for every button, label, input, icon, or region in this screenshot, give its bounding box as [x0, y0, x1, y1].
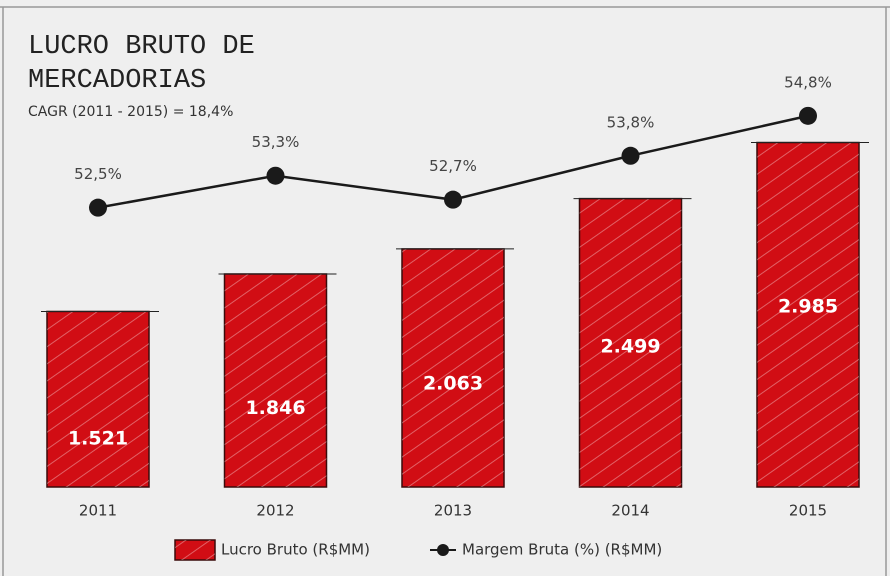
line-point: [799, 106, 817, 125]
data-label: 2.063: [423, 372, 483, 394]
data-label: 52,7%: [429, 157, 477, 175]
legend-hatch: [175, 540, 215, 560]
data-label: 52,5%: [74, 165, 122, 183]
line-point: [444, 190, 462, 209]
chart-subtitle: CAGR (2011 - 2015) = 18,4%: [28, 104, 233, 120]
x-tick-label: 2015: [789, 502, 827, 520]
line-point: [621, 146, 640, 165]
x-tick-label: 2011: [79, 502, 117, 520]
bar-hatch: [402, 248, 504, 487]
data-label: 2.499: [600, 335, 660, 357]
chart-title: LUCRO BRUTO DE: [28, 32, 255, 62]
chart-title: MERCADORIAS: [28, 66, 206, 96]
data-label: 53,8%: [607, 113, 655, 131]
x-tick-label: 2013: [434, 502, 472, 520]
data-label: 1.846: [245, 397, 305, 419]
x-tick-label: 2012: [256, 502, 294, 520]
data-label: 53,3%: [252, 133, 300, 151]
data-label: 54,8%: [784, 73, 832, 91]
line-point: [266, 166, 285, 185]
bar-hatch: [579, 198, 682, 487]
data-label: 1.521: [68, 428, 128, 450]
data-label: 2.985: [778, 295, 838, 317]
legend-label: Lucro Bruto (R$MM): [221, 541, 370, 559]
x-tick-label: 2014: [611, 502, 649, 520]
line-point: [89, 198, 107, 217]
bar-hatch: [224, 273, 327, 487]
bar-hatch: [757, 142, 859, 487]
legend-marker: [437, 544, 449, 556]
legend-label: Margem Bruta (%) (R$MM): [462, 541, 662, 559]
bar-hatch: [47, 311, 149, 487]
